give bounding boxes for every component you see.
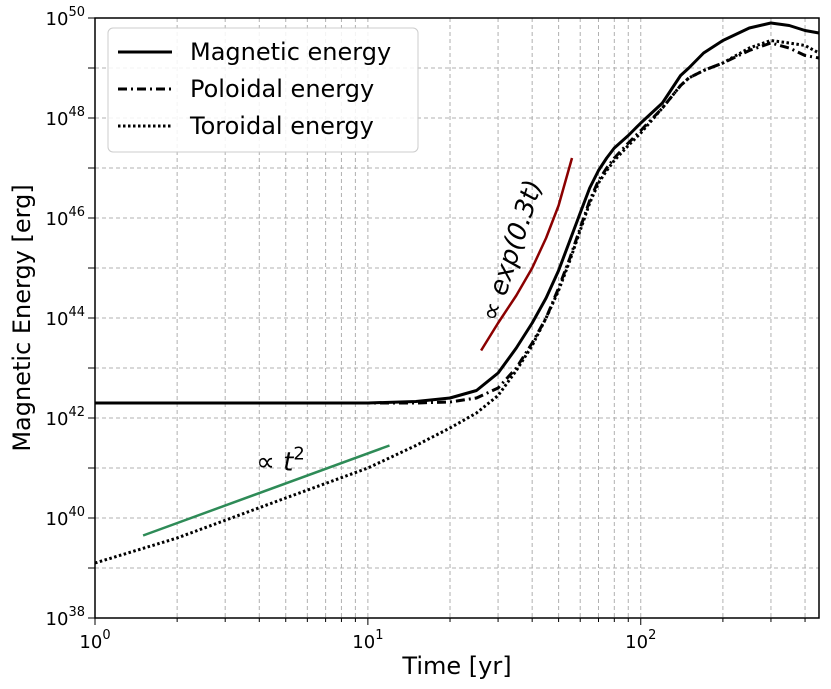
y-tick-label: 1038 [46, 605, 85, 630]
y-tick-label: 1050 [46, 5, 85, 30]
legend-label: Magnetic energy [190, 38, 391, 66]
series-lines [94, 21, 820, 565]
legend-box [107, 27, 419, 153]
y-tick-label: 1046 [46, 205, 85, 230]
annotation-t-squared: ∝ t2 [256, 444, 305, 478]
annotations: ∝ t2 ∝ exp(0.3t) [256, 176, 549, 477]
y-tick-label: 1040 [46, 505, 85, 530]
fit-line-4 [480, 157, 574, 352]
fit-line-3 [142, 444, 390, 537]
x-tick-label: 100 [79, 628, 110, 653]
x-tick-label: 102 [625, 628, 656, 653]
legend-label: Toroidal energy [189, 112, 374, 140]
series-toroidal-energy [94, 39, 820, 565]
axis-ticks: 100 101 102 1038 1040 1042 1044 1046 1048 1050 [46, 5, 806, 653]
series-magnetic-energy [95, 21, 820, 405]
legend: Magnetic energy Poloidal energy Toroidal e… [107, 27, 419, 153]
legend-label: Poloidal energy [190, 75, 374, 103]
y-tick-label: 1048 [46, 105, 85, 130]
x-tick-label: 101 [352, 628, 383, 653]
x-axis-title: Time [yr] [401, 652, 511, 680]
y-axis-title: Magnetic Energy [erg] [8, 184, 36, 451]
y-tick-label: 1044 [46, 305, 85, 330]
y-tick-label: 1042 [46, 405, 85, 430]
